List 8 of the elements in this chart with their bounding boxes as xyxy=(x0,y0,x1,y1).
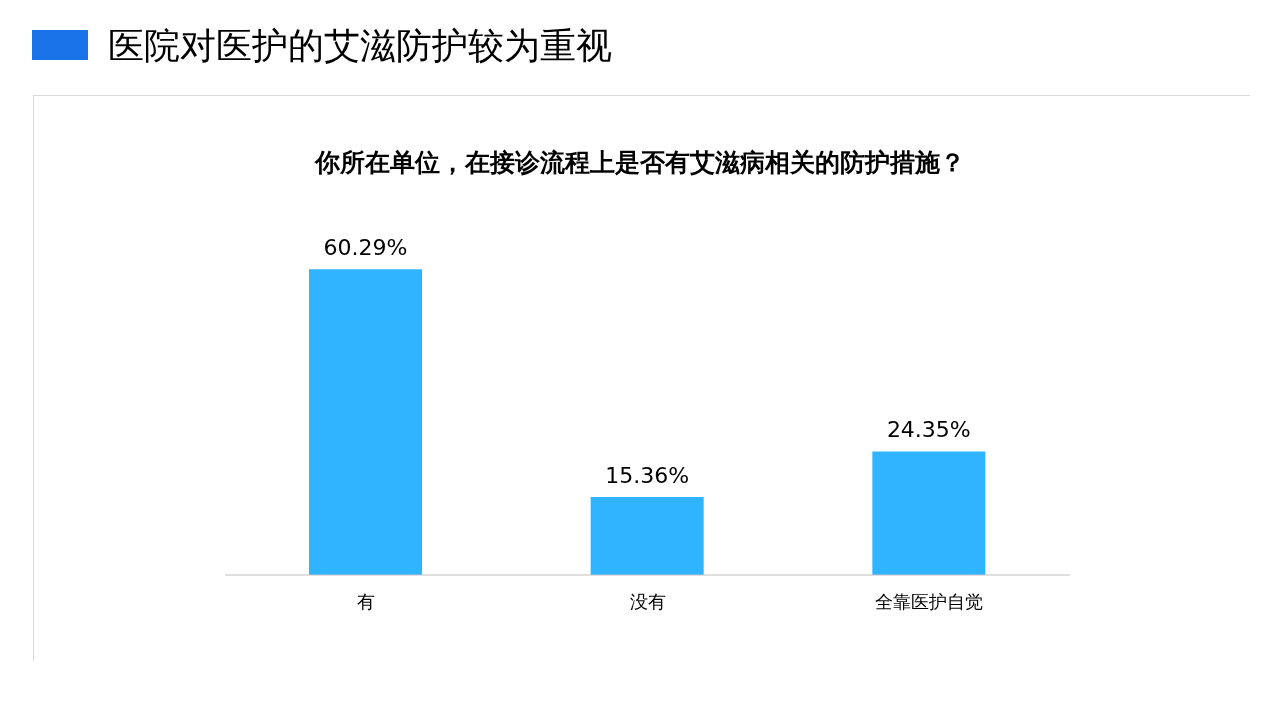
x-tick-label: 有 xyxy=(356,590,375,612)
data-label: 24.35% xyxy=(886,417,971,443)
x-tick-label: 全靠医护自觉 xyxy=(875,590,984,612)
data-label: 15.36% xyxy=(605,463,690,489)
x-tick-label: 没有 xyxy=(629,590,666,612)
chart-subtitle: 你所在单位，在接诊流程上是否有艾滋病相关的防护措施？ xyxy=(313,147,966,179)
data-label: 60.29% xyxy=(323,235,408,261)
chart-title: 医院对医护的艾滋防护较为重视 xyxy=(108,24,612,68)
